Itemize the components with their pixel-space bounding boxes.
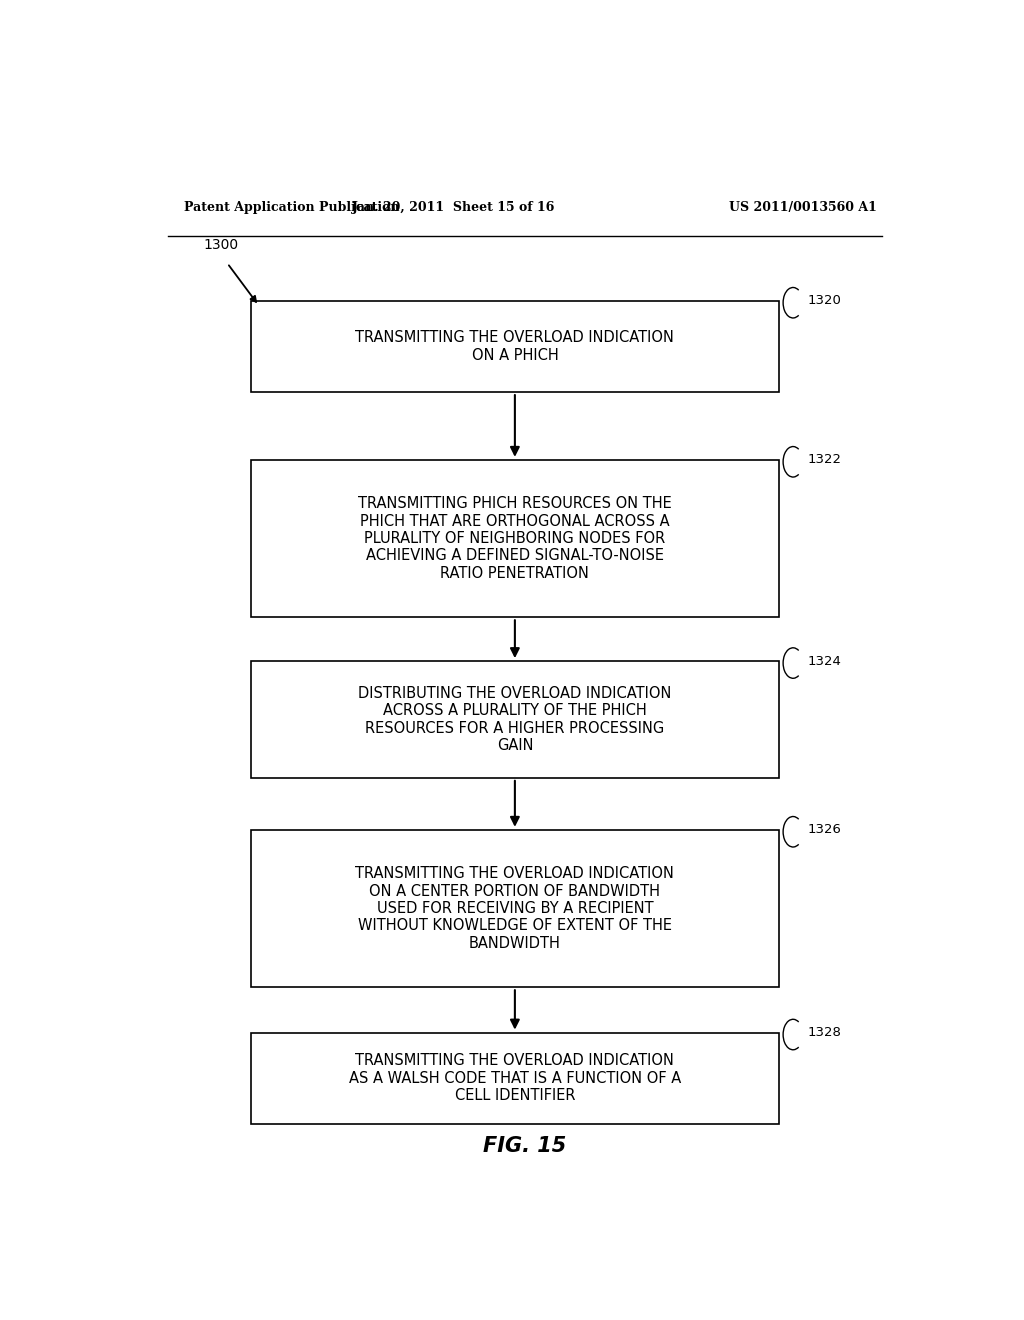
Bar xyxy=(251,830,778,987)
Text: 1322: 1322 xyxy=(807,453,842,466)
Bar xyxy=(251,661,778,777)
Text: Patent Application Publication: Patent Application Publication xyxy=(183,201,399,214)
Text: 1320: 1320 xyxy=(807,294,841,308)
Text: US 2011/0013560 A1: US 2011/0013560 A1 xyxy=(729,201,877,214)
Text: TRANSMITTING THE OVERLOAD INDICATION
AS A WALSH CODE THAT IS A FUNCTION OF A
CEL: TRANSMITTING THE OVERLOAD INDICATION AS … xyxy=(349,1053,681,1104)
Text: 1324: 1324 xyxy=(807,655,841,668)
Bar xyxy=(251,1032,778,1125)
Bar xyxy=(251,459,778,618)
Text: DISTRIBUTING THE OVERLOAD INDICATION
ACROSS A PLURALITY OF THE PHICH
RESOURCES F: DISTRIBUTING THE OVERLOAD INDICATION ACR… xyxy=(358,686,672,752)
Text: TRANSMITTING THE OVERLOAD INDICATION
ON A CENTER PORTION OF BANDWIDTH
USED FOR R: TRANSMITTING THE OVERLOAD INDICATION ON … xyxy=(355,866,675,950)
Text: 1326: 1326 xyxy=(807,824,841,837)
Text: FIG. 15: FIG. 15 xyxy=(483,1137,566,1156)
Text: 1300: 1300 xyxy=(204,238,239,252)
Bar xyxy=(251,301,778,392)
Text: Jan. 20, 2011  Sheet 15 of 16: Jan. 20, 2011 Sheet 15 of 16 xyxy=(351,201,555,214)
Text: 1328: 1328 xyxy=(807,1026,841,1039)
Text: TRANSMITTING THE OVERLOAD INDICATION
ON A PHICH: TRANSMITTING THE OVERLOAD INDICATION ON … xyxy=(355,330,675,363)
Text: TRANSMITTING PHICH RESOURCES ON THE
PHICH THAT ARE ORTHOGONAL ACROSS A
PLURALITY: TRANSMITTING PHICH RESOURCES ON THE PHIC… xyxy=(358,496,672,581)
